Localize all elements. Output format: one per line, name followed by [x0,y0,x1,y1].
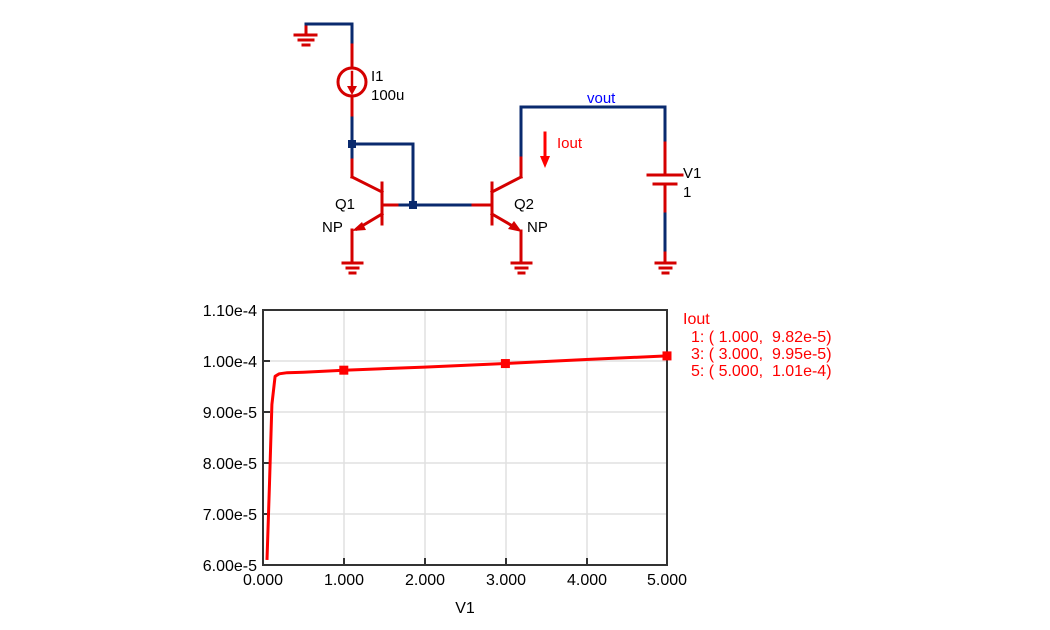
tick-marks [263,360,588,565]
q1-name: Q1 [335,196,355,213]
data-marker[interactable] [662,351,672,361]
svg-text:6.00e-5: 6.00e-5 [203,558,257,575]
arrow-down-icon [540,156,550,168]
series-iout-markers [339,351,672,375]
wire-vout [519,105,667,157]
voltage-source-V1[interactable] [646,141,684,216]
legend-entry: 5: ( 5.000, 1.01e-4) [691,363,832,380]
legend-entry: 3: ( 3.000, 9.95e-5) [691,346,832,363]
probe-label: Iout [557,135,583,152]
current-probe[interactable]: Iout [540,131,583,168]
ground-icon [654,261,677,275]
svg-text:1.10e-4: 1.10e-4 [203,303,257,320]
x-axis-title: V1 [455,600,475,617]
junction-dot [348,140,356,148]
net-label-vout: vout [587,90,616,107]
emitter-arrow-icon [352,222,366,231]
junction-dot [409,201,417,209]
legend-title: Iout [683,311,710,328]
i1-name: I1 [371,68,384,85]
transistor-Q1[interactable] [349,158,402,264]
series-iout-line[interactable] [265,354,668,560]
q2-name: Q2 [514,196,534,213]
svg-text:1.00e-4: 1.00e-4 [203,354,257,371]
svg-text:2.000: 2.000 [405,572,445,589]
x-axis-labels: 0.000 1.000 2.000 3.000 4.000 5.000 [243,572,687,589]
arrow-down-icon [347,86,357,95]
data-marker[interactable] [339,365,349,375]
svg-text:5.000: 5.000 [647,572,687,589]
svg-text:8.00e-5: 8.00e-5 [203,456,257,473]
svg-text:7.00e-5: 7.00e-5 [203,507,257,524]
wire [304,22,354,47]
emitter-arrow-icon [508,221,522,232]
ground-icon [341,261,364,275]
q1-model: NP [322,219,343,236]
i1-value: 100u [371,87,404,104]
q2-model: NP [527,219,548,236]
data-marker[interactable] [500,359,510,369]
v1-name: V1 [683,165,701,182]
chart: 1.10e-4 1.00e-4 9.00e-5 8.00e-5 7.00e-5 … [203,303,832,617]
current-source-I1[interactable]: I1 100u [336,43,404,120]
svg-text:9.00e-5: 9.00e-5 [203,405,257,422]
svg-text:4.000: 4.000 [567,572,607,589]
legend: Iout 1: ( 1.000, 9.82e-5) 3: ( 3.000, 9.… [683,311,832,380]
ground-icon [293,22,318,47]
svg-text:1.000: 1.000 [324,572,364,589]
svg-text:0.000: 0.000 [243,572,283,589]
v1-value: 1 [683,184,691,201]
ground-icon [510,261,533,275]
schematic: I1 100u Q1 NP [293,22,701,275]
y-axis-labels: 1.10e-4 1.00e-4 9.00e-5 8.00e-5 7.00e-5 … [203,303,257,575]
gridlines [263,310,667,565]
wire [350,142,415,207]
legend-entry: 1: ( 1.000, 9.82e-5) [691,329,832,346]
svg-text:3.000: 3.000 [486,572,526,589]
plot-area[interactable] [262,309,668,566]
